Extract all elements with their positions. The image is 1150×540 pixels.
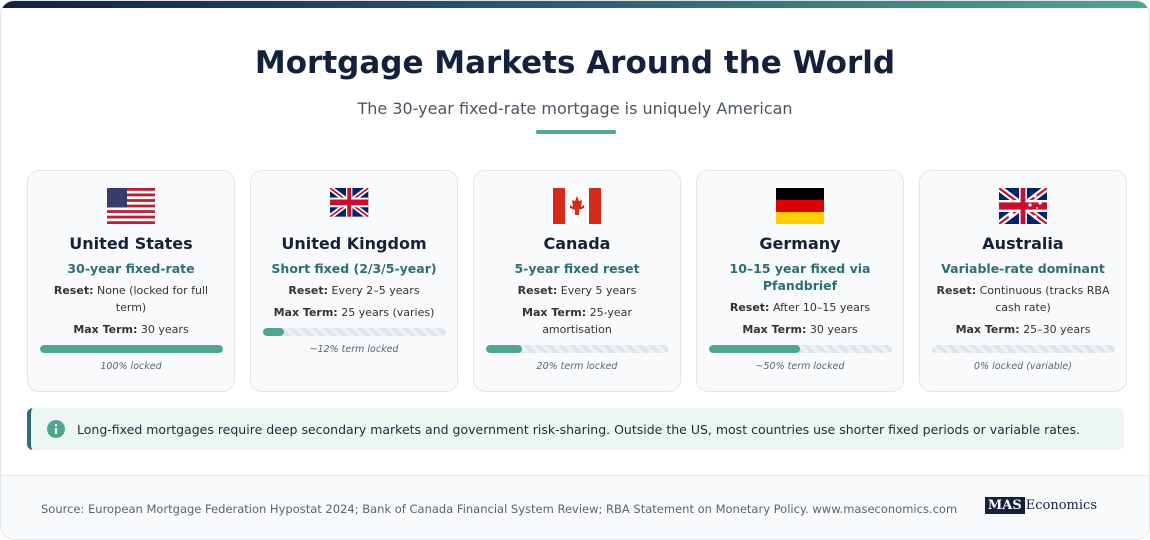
locked-track: [931, 345, 1115, 353]
term-line: Max Term: 25-year amortisation: [486, 304, 668, 338]
locked-bar: [708, 345, 800, 353]
country-card: Australia Variable-rate dominant Reset: Co…: [919, 170, 1127, 392]
logo-economics: Economics: [1025, 498, 1097, 513]
country-name: Canada: [543, 234, 611, 253]
country-card: United Kingdom Short fixed (2/3/5-year) Re…: [250, 170, 458, 392]
term-label: Max Term:: [73, 323, 138, 336]
term-line: Max Term: 30 years: [742, 321, 857, 338]
reset-label: Reset:: [729, 301, 770, 314]
flag: [553, 188, 601, 224]
locked-label: 0% locked (variable): [974, 361, 1072, 372]
product: 5-year fixed reset: [514, 261, 640, 276]
logo-mas: MAS: [984, 497, 1025, 514]
locked-label: ~12% term locked: [309, 344, 399, 355]
reset-line: Reset: None (locked for full term): [40, 282, 222, 316]
locked-label: 20% term locked: [536, 361, 618, 372]
term-value: 30 years: [140, 323, 189, 336]
locked-track: [708, 345, 892, 353]
flag: [776, 188, 824, 224]
term-label: Max Term:: [522, 306, 587, 319]
product: 10–15 year fixed via Pfandbrief: [729, 261, 871, 293]
reset-label: Reset:: [517, 284, 558, 297]
locked-bar: [485, 345, 523, 353]
term-line: Max Term: 25 years (varies): [274, 304, 435, 321]
locked-bar: [262, 328, 285, 336]
country-name: Australia: [982, 234, 1064, 253]
note-text: Long-fixed mortgages require deep second…: [77, 421, 1080, 437]
locked-track: [485, 345, 669, 353]
reset-label: Reset:: [288, 284, 329, 297]
term-label: Max Term:: [955, 323, 1020, 336]
country-card: Canada 5-year fixed reset Reset: Every 5 y…: [473, 170, 681, 392]
source: Source: European Mortgage Federation Hyp…: [41, 502, 958, 516]
product: Variable-rate dominant: [941, 261, 1105, 276]
subtitle: The 30-year fixed-rate mortgage is uniqu…: [357, 99, 793, 118]
logo: MAS Economics: [984, 497, 1097, 514]
reset-line: Reset: Continuous (tracks RBA cash rate): [932, 282, 1114, 316]
reset-label: Reset:: [53, 284, 94, 297]
reset-value: Continuous (tracks RBA cash rate): [979, 284, 1110, 314]
term-value: 25-year amortisation: [542, 306, 632, 336]
country-name: Germany: [759, 234, 841, 253]
note-box: Long-fixed mortgages require deep second…: [27, 408, 1124, 450]
reset-label: Reset:: [936, 284, 977, 297]
country-card: Germany 10–15 year fixed via Pfandbrief Re…: [696, 170, 904, 392]
reset-value: None (locked for full term): [96, 284, 209, 314]
title: Mortgage Markets Around the World: [254, 45, 896, 81]
product: Short fixed (2/3/5-year): [271, 261, 437, 276]
card-row: United States 30-year fixed-rate Reset: No…: [27, 170, 1127, 392]
term-label: Max Term:: [273, 306, 338, 319]
title-underline: [536, 130, 616, 134]
term-line: Max Term: 30 years: [73, 321, 188, 338]
flag: [330, 188, 370, 220]
reset-line: Reset: After 10–15 years: [730, 299, 870, 316]
reset-value: Every 2–5 years: [331, 284, 420, 297]
term-value: 25–30 years: [1023, 323, 1091, 336]
term-value: 25 years (varies): [341, 306, 435, 319]
locked-track: [262, 328, 446, 336]
reset-line: Reset: Every 2–5 years: [288, 282, 419, 299]
footer: Source: European Mortgage Federation Hyp…: [1, 475, 1149, 539]
product: 30-year fixed-rate: [67, 261, 195, 276]
top-bar: [1, 1, 1149, 8]
term-value: 30 years: [809, 323, 858, 336]
reset-value: Every 5 years: [560, 284, 637, 297]
term-line: Max Term: 25–30 years: [956, 321, 1091, 338]
flag: [999, 188, 1047, 224]
term-label: Max Term:: [742, 323, 807, 336]
locked-track: [39, 345, 223, 353]
locked-label: ~50% term locked: [755, 361, 845, 372]
country-name: United Kingdom: [281, 234, 427, 253]
flag: [107, 188, 155, 224]
reset-value: After 10–15 years: [772, 301, 871, 314]
locked-bar: [39, 345, 223, 353]
reset-line: Reset: Every 5 years: [518, 282, 637, 299]
country-name: United States: [69, 234, 193, 253]
locked-label: 100% locked: [100, 361, 162, 372]
info-icon: [47, 420, 65, 438]
country-card: United States 30-year fixed-rate Reset: No…: [27, 170, 235, 392]
